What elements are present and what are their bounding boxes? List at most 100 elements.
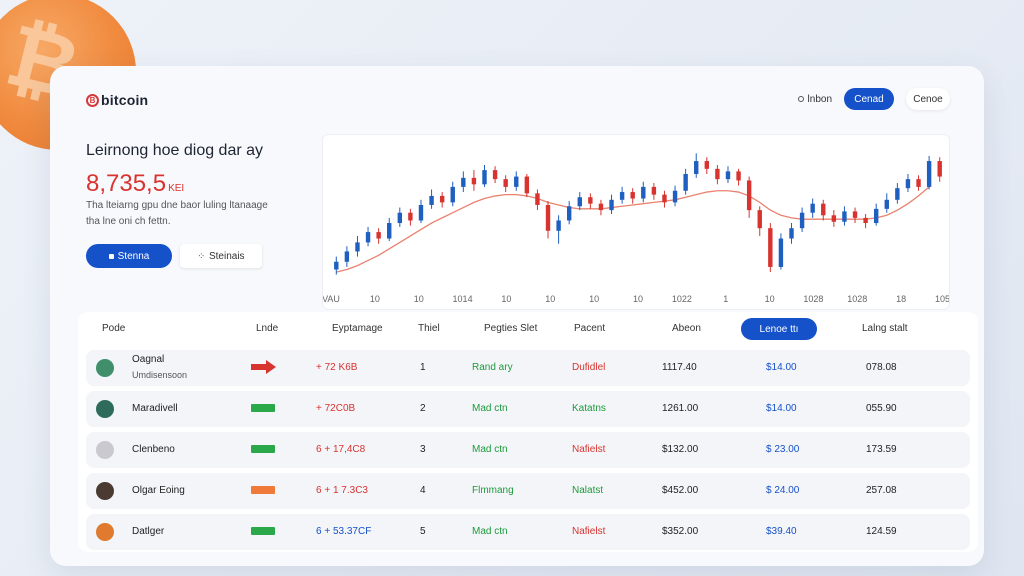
column-header[interactable]: Thiel [418,323,440,334]
candle-up [725,171,731,180]
candle-up [355,242,360,252]
row-change: 6 + 53.37CF [316,526,372,537]
x-tick-label: 10 [633,294,643,304]
row-subtitle: Umdisensoon [132,370,188,380]
candle-up [842,211,847,222]
x-tick-label: 1028 [847,294,867,304]
row-price: $352.00 [662,526,699,537]
column-header[interactable]: Lnde [256,323,279,334]
candle-up [577,197,582,207]
table-row[interactable]: Datlger 6 + 53.37CF 5 Mad ctn Nafielst $352.0… [86,514,970,550]
candle-up [556,220,561,231]
row-status: Mad ctn [472,403,508,414]
candle-down [715,168,720,180]
candle-down [863,217,868,224]
candle-down [937,161,942,177]
candle-up [482,170,487,185]
x-tick-label: 1056 [935,294,949,304]
candle-up [450,186,455,203]
row-name: Oagnal [132,354,165,365]
avatar [96,482,114,500]
x-tick-label: 1 [723,294,728,304]
arrow-right-icon [251,360,276,374]
trend-indicator-bar [251,486,275,494]
row-name: Maradivell [132,403,178,414]
candle-down [916,179,921,187]
candle-up [344,251,350,262]
candle-up [429,195,434,205]
candle-down [662,194,667,203]
candle-up [641,186,646,199]
row-status: Rand ary [472,362,513,373]
candle-up [926,161,932,187]
table-row[interactable]: Maradivell + 72C0B 2 Mad ctn Katatns 1261.00 $… [86,391,970,427]
app-logo[interactable]: B bitcoin [86,92,148,108]
x-tick-label: VAU [323,294,340,304]
candle-up [418,204,424,221]
row-value: $14.00 [766,362,797,373]
candle-up [683,173,688,191]
table-row[interactable]: Oagnal Umdisensoon + 72 K6B 1 Rand ary Dufidl… [86,350,970,386]
row-trend: Nafielst [572,444,606,455]
column-header[interactable]: Abeon [672,323,701,334]
candle-up [873,208,879,224]
candle-up [778,238,784,267]
moving-average-line [336,186,930,273]
x-tick-label: 10 [414,294,424,304]
candle-down [768,228,773,267]
x-tick-label: 10 [589,294,599,304]
candle-up [566,206,572,221]
candle-up [334,261,339,270]
candle-down [588,197,593,204]
candle-down [704,161,710,169]
column-header[interactable]: Eyptamage [332,323,383,334]
candle-down [503,179,508,187]
nav-secondary-button[interactable]: Cenoe [906,88,950,110]
bitcoin-logo-icon: B [86,93,99,107]
avatar [96,400,114,418]
candle-down [630,192,635,199]
candle-down [651,186,657,195]
row-trend: Nafielst [572,526,606,537]
table-row[interactable]: Clenbeno 6 + 17,4C8 3 Mad ctn Nafielst $132.0… [86,432,970,468]
row-rank: 2 [420,403,426,414]
row-total: 124.59 [866,526,897,537]
candle-down [598,203,604,211]
column-header[interactable]: Lalng stalt [862,323,908,334]
candle-up [694,161,699,174]
candle-down [831,215,837,222]
market-table: Pode Lnde Eyptamage Thiel Pegties Slet Pacent… [78,312,978,552]
candle-up [619,192,625,200]
trend-indicator-bar [251,527,275,535]
x-tick-label: 18 [896,294,906,304]
candlestick-chart-svg: VAU 10 10 1014 10 10 10 10 1022 1 10 1028 1028 18 1056 [323,153,949,304]
row-price: 1261.00 [662,403,699,414]
nav-primary-button[interactable]: Cenad [844,88,894,110]
candle-down [821,203,826,216]
row-change: + 72 K6B [316,362,358,373]
column-header[interactable]: Pegties Slet [484,323,538,334]
candle-down [439,195,445,203]
price-chart[interactable]: VAU 10 10 1014 10 10 10 10 1022 1 10 1028 1028 18 1056 [322,134,950,310]
secondary-cta-button[interactable]: ⁘ Steinais [180,244,262,268]
candle-up [461,177,466,187]
row-status: Mad ctn [472,444,508,455]
avatar [96,441,114,459]
x-tick-label: 1022 [672,294,692,304]
row-total: 257.08 [866,485,897,496]
column-header[interactable]: Lenoe ttı [741,318,817,340]
nav-link[interactable]: lnbon [797,94,832,105]
row-change: + 72C0B [316,403,356,414]
candle-down [736,171,741,181]
main-card: B bitcoin lnbon Cenad Cenoe Leirnong hoe… [50,66,984,566]
column-header[interactable]: Pode [102,323,126,334]
row-rank: 3 [420,444,426,455]
candle-down [535,193,540,205]
table-row[interactable]: Olgar Eoing 6 + 1 7.3C3 4 Flmmang Nalatst $45… [86,473,970,509]
candle-down [852,211,858,218]
row-name: Olgar Eoing [132,485,185,496]
primary-cta-button[interactable]: Stenna [86,244,172,268]
row-rank: 1 [420,362,426,373]
column-header[interactable]: Pacent [574,323,606,334]
x-tick-label: 1014 [453,294,473,304]
